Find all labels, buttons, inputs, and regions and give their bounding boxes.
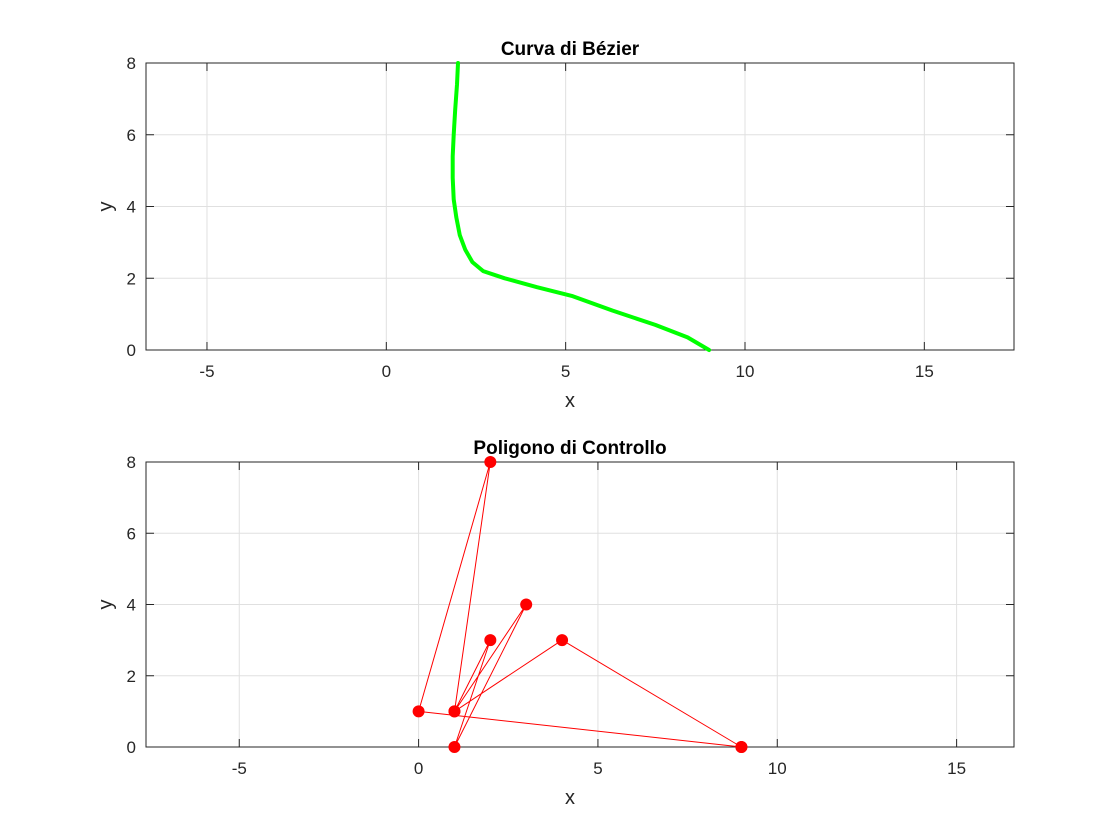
bezier-curve-plot: -5 0 5 10 15 0 2 4 6 8 Curva di Bézier x y: [95, 39, 1015, 412]
x-tick-label: 0: [382, 362, 391, 381]
y-tick-label: 2: [127, 269, 136, 288]
control-polygon-line: [418, 461, 742, 748]
control-point-marker: [520, 598, 533, 611]
y-tick-label: 4: [127, 198, 136, 217]
chart-title: Poligono di Controllo: [473, 438, 666, 459]
y-tick-label: 6: [127, 126, 136, 145]
x-tick-label: -5: [232, 759, 247, 778]
control-point-marker: [412, 705, 425, 718]
x-axis-label: x: [565, 787, 575, 809]
control-point-marker: [556, 634, 569, 647]
y-tick-label: 0: [127, 341, 136, 360]
x-tick-label: 5: [561, 362, 570, 381]
x-tick-label: -5: [199, 362, 214, 381]
x-tick-label: 10: [736, 362, 755, 381]
control-point-marker: [484, 456, 497, 468]
x-tick-label: 15: [915, 362, 934, 381]
y-tick-label: 8: [127, 54, 136, 73]
y-axis-label: y: [95, 202, 117, 212]
y-tick-label: 6: [127, 524, 136, 543]
control-point-marker: [735, 741, 748, 753]
x-tick-label: 15: [947, 759, 966, 778]
x-tick-label: 5: [593, 759, 602, 778]
control-point-marker: [448, 705, 461, 718]
x-tick-label: 10: [768, 759, 787, 778]
control-point-marker: [448, 741, 461, 753]
y-tick-label: 8: [127, 453, 136, 472]
y-tick-label: 4: [127, 596, 136, 615]
chart-title: Curva di Bézier: [501, 39, 640, 60]
x-axis-label: x: [565, 390, 575, 412]
bezier-curve-line: [450, 61, 712, 352]
y-tick-label: 2: [127, 667, 136, 686]
y-axis-label: y: [95, 600, 117, 610]
control-polygon-plot: -5 0 5 10 15 0 2 4 6 8 Poligono di Controllo x y: [95, 438, 1015, 809]
control-point-marker: [484, 634, 497, 647]
y-tick-label: 0: [127, 738, 136, 757]
x-tick-label: 0: [414, 759, 423, 778]
